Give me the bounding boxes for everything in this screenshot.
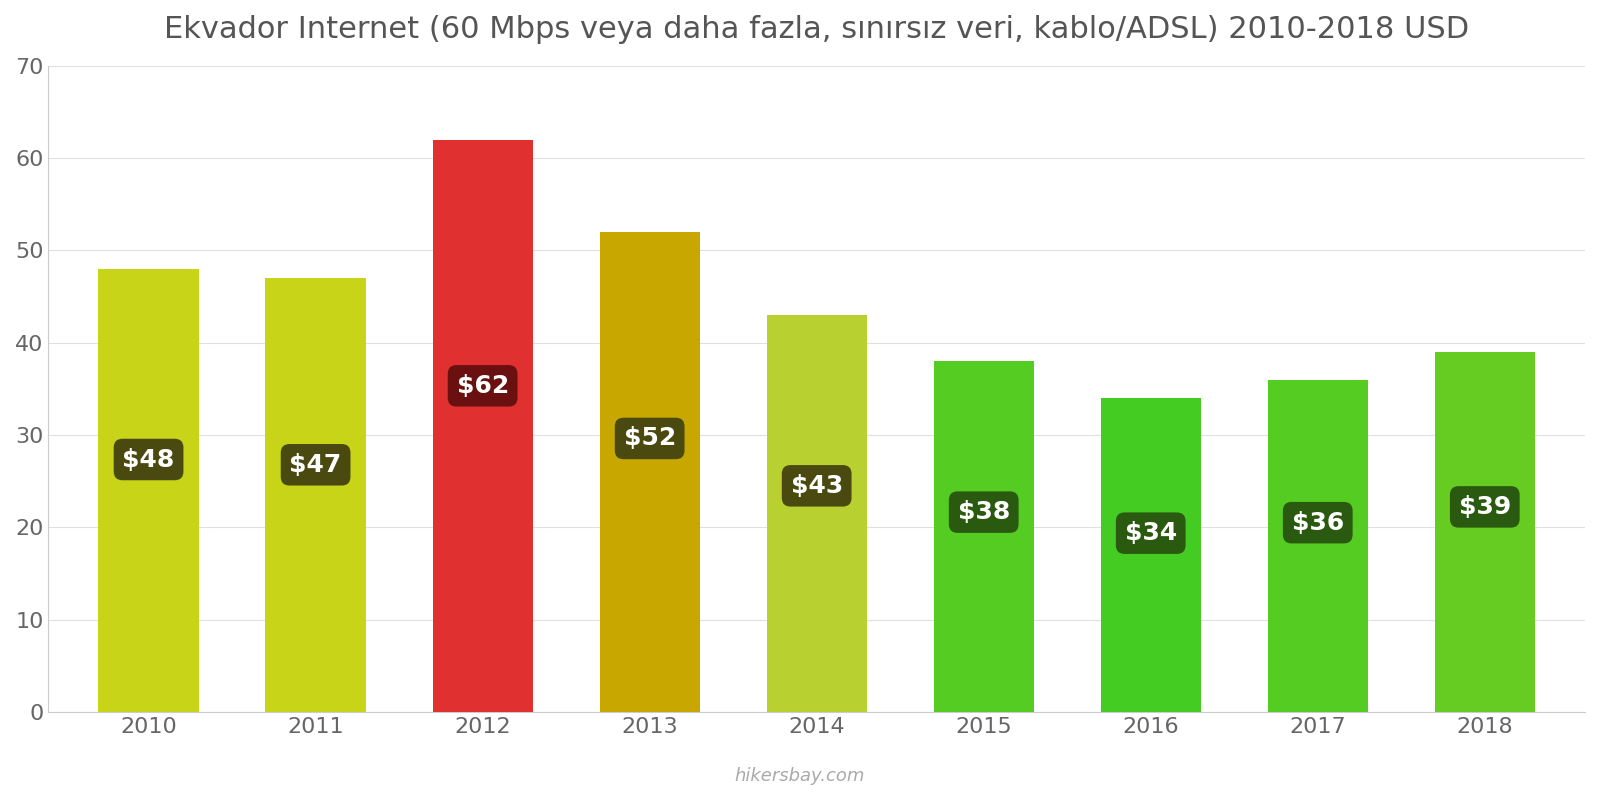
Text: $48: $48: [123, 447, 174, 471]
Bar: [1435, 352, 1534, 712]
Bar: [1101, 398, 1202, 712]
Bar: [432, 140, 533, 712]
Text: $39: $39: [1459, 495, 1510, 519]
Bar: [600, 232, 699, 712]
Text: $47: $47: [290, 453, 342, 477]
Bar: [766, 315, 867, 712]
Bar: [1267, 380, 1368, 712]
Text: $38: $38: [957, 500, 1010, 524]
Bar: [266, 278, 366, 712]
Text: $52: $52: [624, 426, 675, 450]
Text: $43: $43: [790, 474, 843, 498]
Text: $34: $34: [1125, 521, 1178, 545]
Text: hikersbay.com: hikersbay.com: [734, 767, 866, 785]
Title: Ekvador Internet (60 Mbps veya daha fazla, sınırsız veri, kablo/ADSL) 2010-2018 : Ekvador Internet (60 Mbps veya daha fazl…: [165, 15, 1469, 44]
Text: $62: $62: [456, 374, 509, 398]
Bar: [99, 269, 198, 712]
Text: $36: $36: [1291, 510, 1344, 534]
Bar: [933, 362, 1034, 712]
